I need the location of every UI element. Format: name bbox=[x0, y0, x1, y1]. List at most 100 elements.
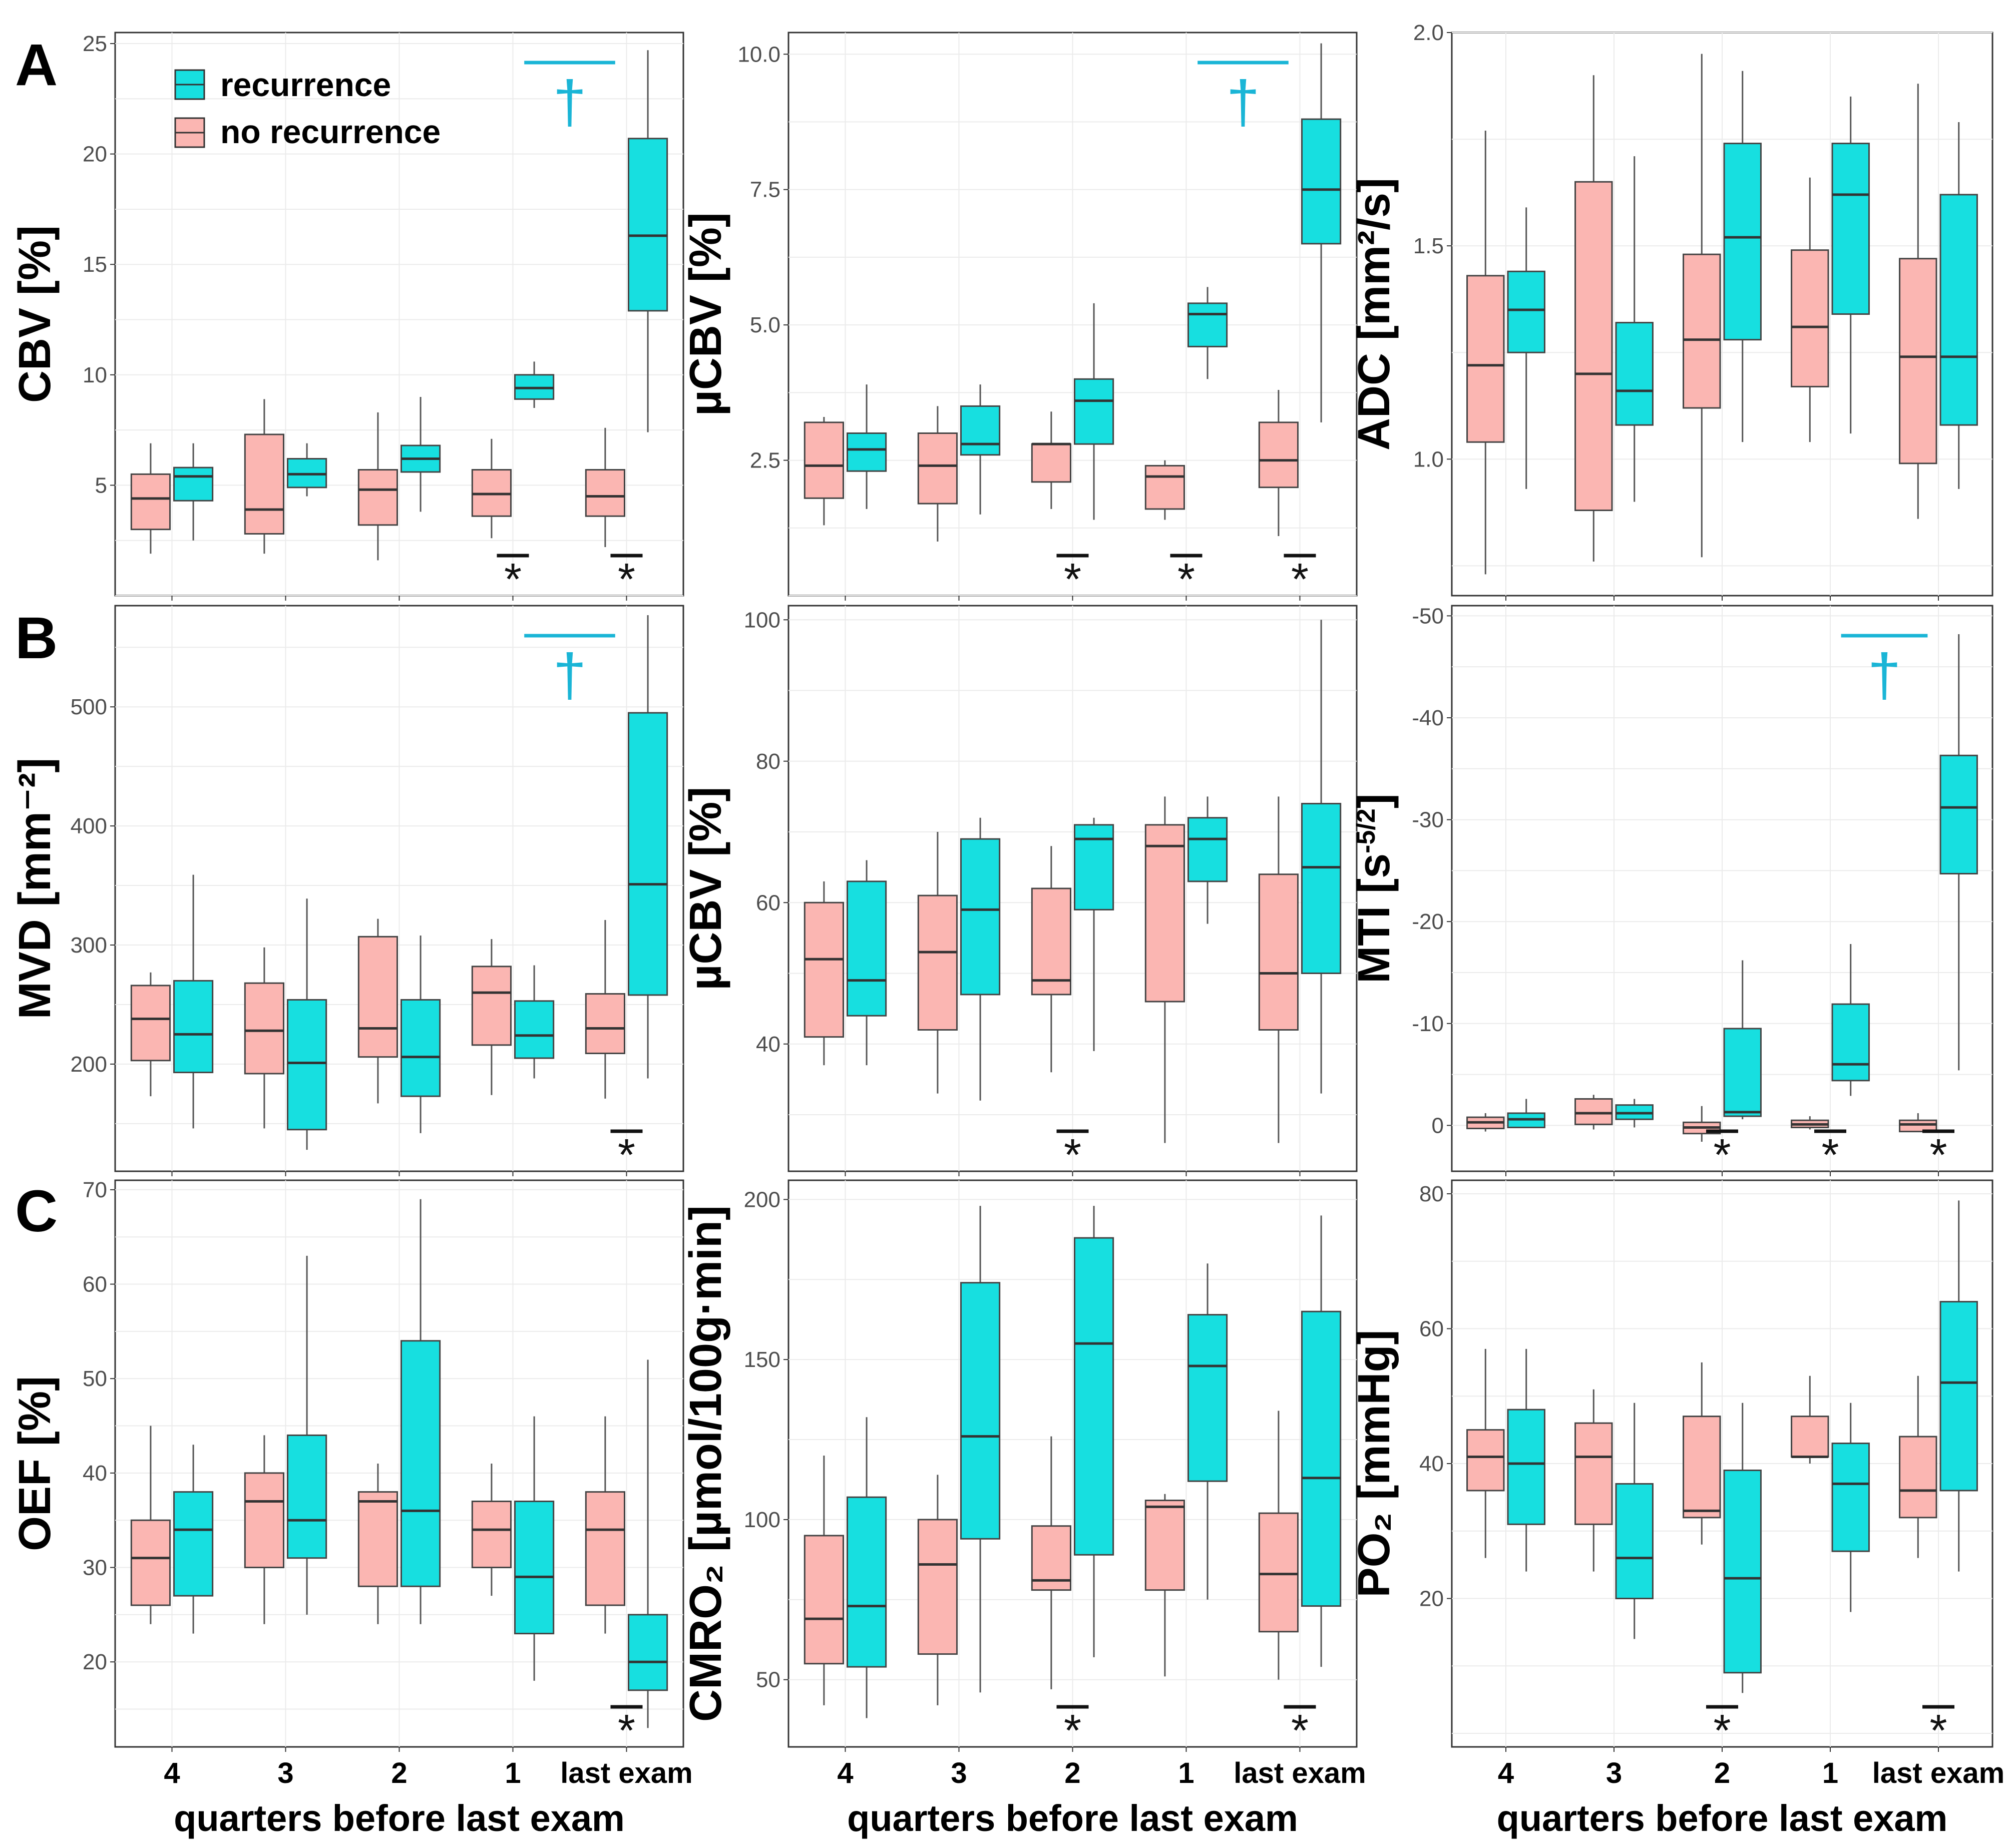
dagger-symbol: † bbox=[553, 642, 587, 709]
box-iqr bbox=[1723, 1469, 1762, 1674]
box-no-recurrence bbox=[244, 399, 285, 554]
box-iqr bbox=[585, 993, 625, 1054]
box-no-recurrence bbox=[803, 417, 844, 526]
box-no-recurrence bbox=[471, 1464, 512, 1596]
x-tick-label: 3 bbox=[951, 1757, 967, 1789]
significance-star: * bbox=[1713, 1130, 1731, 1180]
y-tick-label: 100 bbox=[744, 608, 780, 632]
box-iqr bbox=[1831, 1003, 1870, 1082]
box-iqr bbox=[1683, 1416, 1721, 1519]
box-recurrence bbox=[1723, 960, 1762, 1120]
box-recurrence bbox=[847, 1417, 887, 1718]
box-iqr bbox=[1187, 817, 1228, 882]
box-recurrence bbox=[287, 898, 327, 1150]
box-no-recurrence bbox=[803, 881, 844, 1066]
y-tick-label: -10 bbox=[1412, 1012, 1444, 1036]
box-no-recurrence bbox=[917, 1475, 958, 1705]
box-no-recurrence bbox=[1899, 84, 1937, 519]
y-tick-label: -50 bbox=[1412, 604, 1444, 628]
y-tick-label: 30 bbox=[83, 1556, 107, 1580]
box-iqr bbox=[960, 405, 1001, 456]
box-iqr bbox=[1507, 270, 1545, 353]
box-recurrence bbox=[960, 384, 1001, 515]
box-recurrence bbox=[400, 935, 441, 1133]
box-recurrence bbox=[514, 1416, 555, 1681]
chart-cmro2: 50 100 150 200 4 3 2 1 last exam quarters before … bbox=[681, 1179, 1366, 1839]
box-recurrence bbox=[1507, 1348, 1545, 1572]
significance-star: * bbox=[504, 555, 522, 605]
box-iqr bbox=[628, 712, 668, 996]
box-iqr bbox=[960, 1282, 1001, 1540]
x-tick-label: 2 bbox=[1064, 1757, 1080, 1789]
box-no-recurrence bbox=[1574, 1095, 1613, 1130]
box-iqr bbox=[1301, 118, 1342, 245]
y-tick-label: 15 bbox=[83, 252, 107, 277]
box-iqr bbox=[1301, 803, 1342, 974]
y-tick-label: 0 bbox=[1432, 1113, 1444, 1138]
box-no-recurrence bbox=[357, 412, 398, 561]
box-no-recurrence bbox=[1258, 1411, 1299, 1680]
box-no-recurrence bbox=[357, 918, 398, 1104]
box-iqr bbox=[1939, 194, 1978, 426]
y-axis-title: OEF [%] bbox=[10, 1376, 60, 1551]
y-tick-label: 5 bbox=[95, 473, 107, 498]
chart-ucbv: 2.5 5.0 7.5 10.0 µCBV [%] * * * † bbox=[681, 32, 1358, 605]
box-iqr bbox=[1939, 1301, 1978, 1492]
x-tick-label: 4 bbox=[164, 1757, 180, 1789]
box-iqr bbox=[917, 432, 958, 505]
box-iqr bbox=[1074, 1237, 1114, 1556]
x-tick-label: 1 bbox=[1822, 1757, 1838, 1789]
box-no-recurrence bbox=[1258, 796, 1299, 1143]
box-iqr bbox=[1831, 143, 1870, 315]
panel-label-c: C bbox=[15, 1178, 58, 1244]
chart-mvd: 200 300 400 500 MVD [mm⁻²] * † bbox=[10, 605, 684, 1180]
chart-ucbv2: 40 60 80 100 µCBV [%] * bbox=[681, 605, 1358, 1180]
box-iqr bbox=[1466, 1429, 1505, 1492]
x-tick-label: 1 bbox=[1178, 1757, 1194, 1789]
significance-star: * bbox=[1713, 1706, 1731, 1756]
y-tick-label: 150 bbox=[744, 1347, 780, 1372]
box-recurrence bbox=[1939, 1200, 1978, 1572]
box-recurrence bbox=[1301, 43, 1342, 422]
box-iqr bbox=[130, 1519, 171, 1606]
box-no-recurrence bbox=[1899, 1113, 1937, 1133]
box-iqr bbox=[1258, 1512, 1299, 1633]
box-recurrence bbox=[287, 443, 327, 497]
y-tick-label: 2.0 bbox=[1413, 21, 1444, 45]
box-iqr bbox=[244, 433, 285, 535]
y-tick-label: 400 bbox=[71, 814, 107, 838]
box-recurrence bbox=[1507, 207, 1545, 489]
box-iqr bbox=[244, 1472, 285, 1569]
box-no-recurrence bbox=[1791, 177, 1829, 442]
box-iqr bbox=[471, 1500, 512, 1569]
significance-star: * bbox=[1064, 1130, 1081, 1180]
box-recurrence bbox=[847, 860, 887, 1066]
y-tick-label: 20 bbox=[83, 142, 107, 167]
dagger-symbol: † bbox=[1227, 69, 1260, 136]
box-no-recurrence bbox=[1574, 1389, 1613, 1572]
x-tick-label: last exam bbox=[560, 1757, 692, 1789]
y-axis-title: µCBV [%] bbox=[681, 212, 731, 416]
significance-star: * bbox=[1929, 1706, 1947, 1756]
box-recurrence bbox=[628, 1359, 668, 1728]
y-tick-label: 60 bbox=[83, 1272, 107, 1297]
y-tick-label: 200 bbox=[744, 1187, 780, 1212]
x-tick-label: last exam bbox=[1872, 1757, 2004, 1789]
y-tick-label: 50 bbox=[756, 1668, 780, 1692]
box-recurrence bbox=[287, 1255, 327, 1615]
box-iqr bbox=[803, 901, 844, 1038]
y-tick-label: 300 bbox=[71, 933, 107, 958]
box-iqr bbox=[628, 138, 668, 312]
y-tick-label: 500 bbox=[71, 695, 107, 719]
box-no-recurrence bbox=[1144, 1494, 1185, 1677]
box-recurrence bbox=[1723, 1403, 1762, 1693]
significance-star: * bbox=[1929, 1130, 1947, 1180]
y-tick-label: 7.5 bbox=[750, 178, 780, 202]
box-no-recurrence bbox=[244, 947, 285, 1129]
box-no-recurrence bbox=[1031, 1436, 1072, 1689]
chart-mti: 0 -10 -20 -30 -40 -50 MTI [s-5/2] * * * † bbox=[1349, 604, 1993, 1180]
box-no-recurrence bbox=[1791, 1375, 1829, 1464]
y-tick-label: 60 bbox=[756, 890, 780, 915]
legend-label-no-recurrence: no recurrence bbox=[220, 113, 441, 150]
